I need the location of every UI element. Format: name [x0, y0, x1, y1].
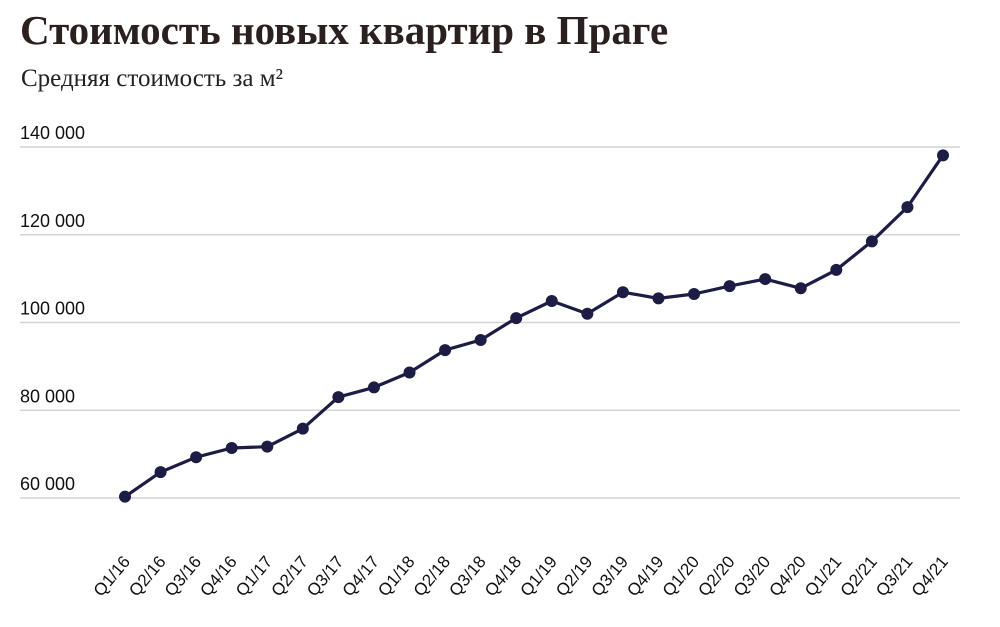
data-point — [759, 273, 772, 286]
data-point — [652, 292, 665, 305]
y-tick-label: 60 000 — [20, 474, 75, 494]
x-tick-label: Q4/21 — [908, 552, 952, 600]
x-tick-label: Q2/21 — [837, 552, 881, 600]
x-tick-label: Q4/16 — [196, 552, 240, 600]
x-tick-label: Q3/18 — [445, 552, 489, 600]
data-point — [403, 366, 416, 379]
data-point — [439, 344, 452, 357]
x-tick-label: Q3/21 — [872, 552, 916, 600]
gridlines — [20, 146, 960, 499]
series-line — [124, 154, 945, 499]
data-point — [154, 466, 167, 479]
data-point — [723, 280, 736, 293]
x-tick-label: Q1/21 — [801, 552, 845, 600]
data-point — [830, 263, 843, 276]
x-tick-label: Q2/20 — [694, 552, 738, 600]
data-point — [901, 201, 914, 214]
x-tick-label: Q1/16 — [90, 552, 134, 600]
data-point — [474, 334, 487, 347]
x-tick-label: Q1/17 — [232, 552, 276, 600]
data-point — [581, 307, 594, 320]
x-tick-label: Q2/17 — [268, 552, 312, 600]
y-tick-label: 120 000 — [20, 211, 85, 231]
x-tick-label: Q2/16 — [125, 552, 169, 600]
data-point — [296, 422, 309, 435]
x-tick-label: Q1/20 — [659, 552, 703, 600]
x-tick-label: Q1/18 — [374, 552, 418, 600]
data-point — [190, 451, 203, 464]
y-tick-label: 80 000 — [20, 386, 75, 406]
data-point — [332, 391, 345, 404]
x-tick-label: Q2/19 — [552, 552, 596, 600]
data-point — [865, 235, 878, 248]
y-tick-label: 100 000 — [20, 299, 85, 319]
data-point — [510, 312, 523, 325]
data-point — [367, 381, 380, 394]
x-tick-label: Q4/18 — [481, 552, 525, 600]
series-price-per-m2 — [119, 149, 949, 503]
x-axis-tick-labels: Q1/16Q2/16Q3/16Q4/16Q1/17Q2/17Q3/17Q4/17… — [90, 552, 952, 600]
x-tick-label: Q1/19 — [517, 552, 561, 600]
y-tick-label: 140 000 — [20, 123, 85, 143]
x-tick-label: Q2/18 — [410, 552, 454, 600]
x-tick-label: Q3/16 — [161, 552, 205, 600]
x-tick-label: Q4/17 — [339, 552, 383, 600]
x-tick-label: Q4/19 — [623, 552, 667, 600]
data-point — [616, 286, 629, 299]
x-tick-label: Q3/19 — [588, 552, 632, 600]
chart-title: Стоимость новых квартир в Праге — [20, 7, 669, 53]
data-point — [225, 441, 238, 454]
x-tick-label: Q3/20 — [730, 552, 774, 600]
data-point — [545, 295, 558, 308]
data-point — [261, 440, 274, 453]
x-tick-label: Q4/20 — [765, 552, 809, 600]
data-point — [794, 282, 807, 295]
data-point — [937, 149, 949, 162]
x-tick-label: Q3/17 — [303, 552, 347, 600]
y-axis-tick-labels: 60 000 80 000 100 000 120 000 140 000 — [20, 123, 85, 494]
chart-subtitle: Средняя стоимость за м² — [21, 65, 284, 92]
data-point — [119, 490, 131, 503]
data-point — [688, 287, 701, 300]
